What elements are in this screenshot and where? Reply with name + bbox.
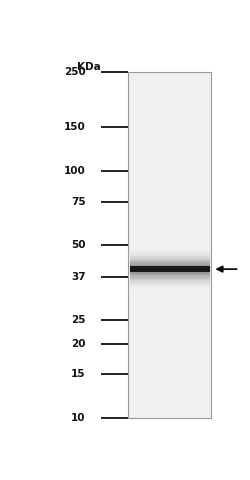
Bar — [128, 72, 212, 418]
Text: 10: 10 — [71, 413, 86, 423]
Bar — [130, 248, 210, 290]
Bar — [130, 254, 210, 284]
Text: KDa: KDa — [78, 62, 101, 72]
Bar — [130, 261, 210, 277]
Text: 75: 75 — [71, 197, 86, 207]
Text: 50: 50 — [71, 240, 86, 250]
Bar — [130, 246, 210, 292]
Bar — [130, 260, 210, 279]
Bar — [130, 264, 210, 274]
Bar — [130, 258, 210, 280]
Text: 25: 25 — [71, 314, 86, 324]
Text: 250: 250 — [64, 67, 86, 77]
Text: 150: 150 — [64, 122, 86, 132]
Bar — [130, 253, 210, 286]
Bar — [130, 256, 210, 282]
Bar — [130, 263, 210, 276]
Bar — [130, 266, 210, 272]
Text: 15: 15 — [71, 370, 86, 379]
Bar — [130, 250, 210, 288]
Text: 100: 100 — [64, 166, 86, 176]
Text: 37: 37 — [71, 273, 86, 283]
Text: 20: 20 — [71, 338, 86, 348]
Bar — [130, 251, 210, 287]
